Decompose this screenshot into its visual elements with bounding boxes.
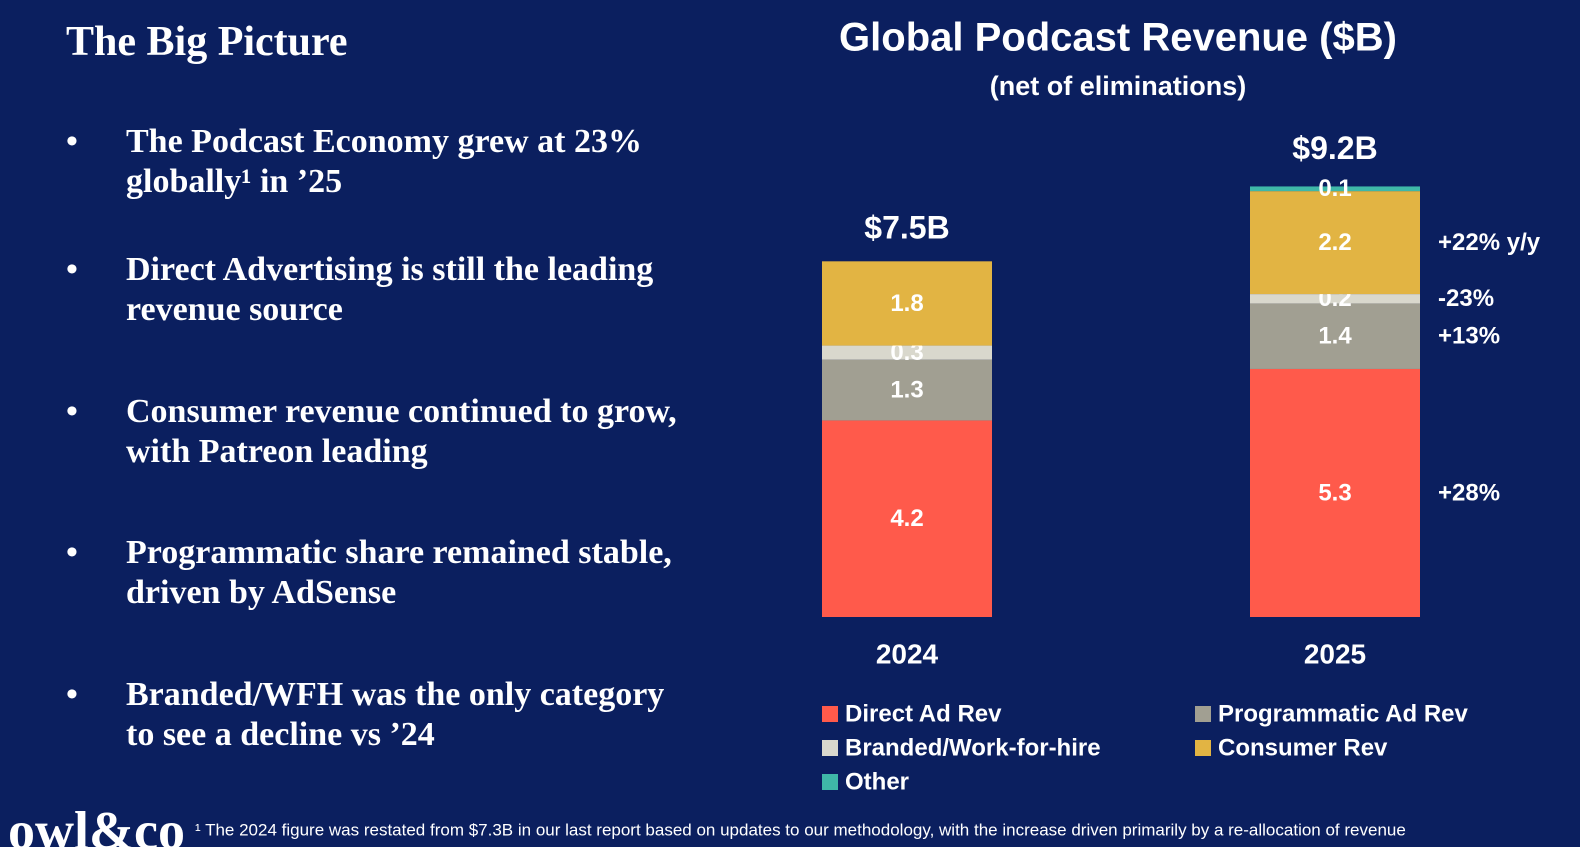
bar-segment <box>1250 294 1420 304</box>
bullet-text: Programmatic share remained stable, driv… <box>126 534 672 611</box>
bullet: • Direct Advertising is still the leading… <box>66 250 706 330</box>
legend-swatch <box>1195 740 1211 756</box>
bullet-dot: • <box>66 251 78 288</box>
total-label: $7.5B <box>864 209 949 245</box>
legend-label: Branded/Work-for-hire <box>845 734 1101 761</box>
segment-label: 1.8 <box>890 290 923 317</box>
change-label: +22% y/y <box>1438 229 1541 256</box>
segment-label: 2.2 <box>1318 229 1351 256</box>
legend-swatch <box>822 706 838 722</box>
legend-label: Consumer Rev <box>1218 734 1388 761</box>
bullet-dot: • <box>66 534 78 571</box>
segment-label: 1.3 <box>890 376 923 403</box>
bar-segment <box>1250 303 1420 369</box>
bar-segment <box>1250 368 1420 617</box>
logo: owl&co <box>8 800 185 847</box>
segment-label: 1.4 <box>1318 323 1352 350</box>
bullet-text: Consumer revenue continued to grow, with… <box>126 393 677 470</box>
segment-label: 4.2 <box>890 505 923 532</box>
bullet-text: Direct Advertising is still the leading … <box>126 251 654 328</box>
bullet-text: Branded/WFH was the only category to see… <box>126 676 665 753</box>
bar-segment <box>1250 191 1420 295</box>
bar-segment <box>822 345 992 360</box>
bar-segment <box>822 359 992 421</box>
segment-label: 0.1 <box>1318 175 1351 202</box>
legend-swatch <box>822 740 838 756</box>
change-label: +28% <box>1438 479 1500 506</box>
x-tick-label: 2024 <box>876 638 939 669</box>
legend-label: Other <box>845 768 909 795</box>
bar-segment <box>1250 186 1420 192</box>
legend-label: Programmatic Ad Rev <box>1218 700 1469 727</box>
legend-swatch <box>1195 706 1211 722</box>
bullet-dot: • <box>66 123 78 160</box>
bullet-text: The Podcast Economy grew at 23% globally… <box>126 123 642 200</box>
bullet-dot: • <box>66 393 78 430</box>
bullet-dot: • <box>66 676 78 713</box>
bullet: • Programmatic share remained stable, dri… <box>66 533 706 613</box>
chart-title: Global Podcast Revenue ($B) <box>839 16 1397 60</box>
total-label: $9.2B <box>1292 130 1377 166</box>
change-label: -23% <box>1438 285 1494 312</box>
bullet: • Consumer revenue continued to grow, wit… <box>66 392 706 472</box>
heading: The Big Picture <box>66 19 348 65</box>
legend-swatch <box>822 774 838 790</box>
segment-label: 5.3 <box>1318 479 1351 506</box>
x-tick-label: 2025 <box>1304 638 1366 669</box>
legend-label: Direct Ad Rev <box>845 700 1002 727</box>
change-label: +13% <box>1438 323 1500 350</box>
bullet: • Branded/WFH was the only category to se… <box>66 675 706 755</box>
footnote: ¹ The 2024 figure was restated from $7.3… <box>195 820 1406 839</box>
bullet: • The Podcast Economy grew at 23% globall… <box>66 122 706 202</box>
chart-subtitle: (net of eliminations) <box>990 71 1247 101</box>
bar-segment <box>822 261 992 346</box>
bar-segment <box>822 420 992 617</box>
